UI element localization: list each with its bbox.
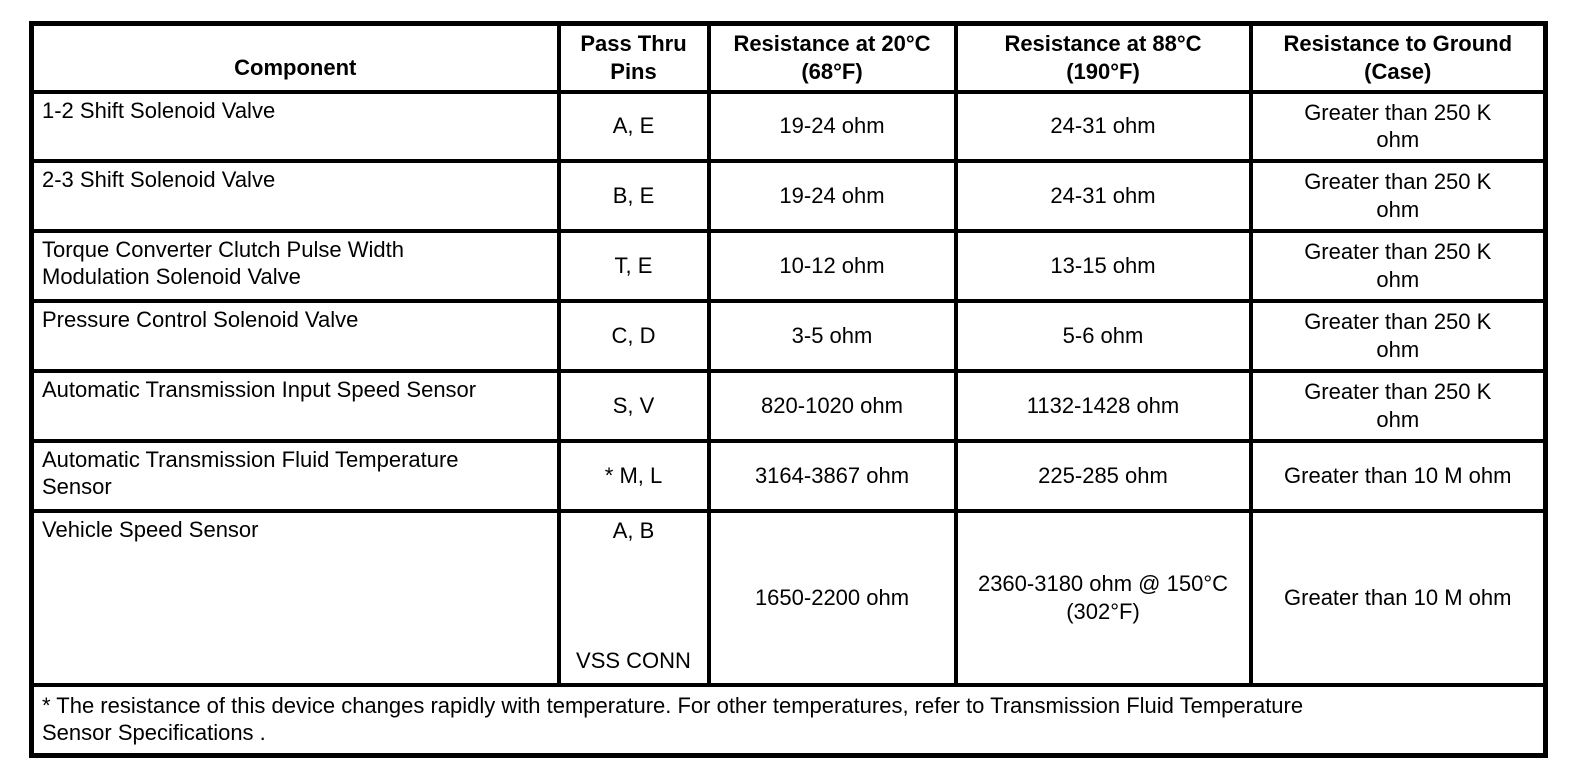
cell-resistance-ground: Greater than 250 K ohm [1248, 228, 1548, 303]
col-header-resistance-20c: Resistance at 20°C (68°F) [706, 21, 958, 94]
vss-pins-bottom: VSS CONN [576, 648, 691, 673]
cell-pins: S, V [556, 368, 711, 443]
cell-resistance-88c: 5-6 ohm [953, 298, 1253, 373]
cell-component: Pressure Control Solenoid Valve [29, 298, 561, 373]
cell-pins: C, D [556, 298, 711, 373]
cell-component: 2-3 Shift Solenoid Valve [29, 158, 561, 233]
cell-resistance-20c: 1650-2200 ohm [706, 508, 958, 687]
cell-resistance-88c: 13-15 ohm [953, 228, 1253, 303]
col-header-component: Component [29, 21, 561, 94]
table-row: Vehicle Speed Sensor A, B VSS CONN 1650-… [29, 508, 1548, 687]
cell-resistance-20c: 10-12 ohm [706, 228, 958, 303]
table-row: Automatic Transmission Input Speed Senso… [29, 368, 1548, 443]
cell-pins: A, E [556, 89, 711, 163]
cell-pins: T, E [556, 228, 711, 303]
cell-resistance-ground: Greater than 250 K ohm [1248, 89, 1548, 163]
cell-component: Automatic Transmission Input Speed Senso… [29, 368, 561, 443]
cell-component: Torque Converter Clutch Pulse Width Modu… [29, 228, 561, 303]
cell-resistance-88c: 2360-3180 ohm @ 150°C (302°F) [953, 508, 1253, 687]
cell-pins: A, B VSS CONN [556, 508, 711, 687]
cell-resistance-20c: 3-5 ohm [706, 298, 958, 373]
cell-resistance-ground: Greater than 10 M ohm [1248, 508, 1548, 687]
footnote: * The resistance of this device changes … [29, 682, 1548, 758]
col-header-resistance-88c: Resistance at 88°C (190°F) [953, 21, 1253, 94]
header-row: Component Pass Thru Pins Resistance at 2… [29, 21, 1548, 94]
cell-pins: * M, L [556, 438, 711, 513]
table-row: 2-3 Shift Solenoid Valve B, E 19-24 ohm … [29, 158, 1548, 233]
table-row: Automatic Transmission Fluid Temperature… [29, 438, 1548, 513]
cell-component: 1-2 Shift Solenoid Valve [29, 89, 561, 163]
cell-resistance-20c: 19-24 ohm [706, 89, 958, 163]
cell-pins: B, E [556, 158, 711, 233]
col-header-resistance-ground: Resistance to Ground (Case) [1248, 21, 1548, 94]
cell-resistance-88c: 1132-1428 ohm [953, 368, 1253, 443]
cell-resistance-20c: 820-1020 ohm [706, 368, 958, 443]
vss-pins-stack: A, B VSS CONN [563, 515, 705, 679]
cell-resistance-ground: Greater than 250 K ohm [1248, 158, 1548, 233]
spec-table-container: Component Pass Thru Pins Resistance at 2… [29, 21, 1548, 758]
spec-table: Component Pass Thru Pins Resistance at 2… [29, 21, 1548, 758]
cell-resistance-20c: 3164-3867 ohm [706, 438, 958, 513]
footnote-row: * The resistance of this device changes … [29, 682, 1548, 758]
table-row: Pressure Control Solenoid Valve C, D 3-5… [29, 298, 1548, 373]
cell-resistance-ground: Greater than 10 M ohm [1248, 438, 1548, 513]
cell-resistance-20c: 19-24 ohm [706, 158, 958, 233]
cell-resistance-88c: 225-285 ohm [953, 438, 1253, 513]
cell-component: Vehicle Speed Sensor [29, 508, 561, 687]
cell-resistance-ground: Greater than 250 K ohm [1248, 368, 1548, 443]
table-row: Torque Converter Clutch Pulse Width Modu… [29, 228, 1548, 303]
table-row: 1-2 Shift Solenoid Valve A, E 19-24 ohm … [29, 89, 1548, 163]
col-header-pass-thru-pins: Pass Thru Pins [556, 21, 711, 94]
cell-resistance-88c: 24-31 ohm [953, 89, 1253, 163]
vss-pins-top: A, B [612, 517, 655, 543]
cell-resistance-88c: 24-31 ohm [953, 158, 1253, 233]
cell-resistance-ground: Greater than 250 K ohm [1248, 298, 1548, 373]
cell-component: Automatic Transmission Fluid Temperature… [29, 438, 561, 513]
